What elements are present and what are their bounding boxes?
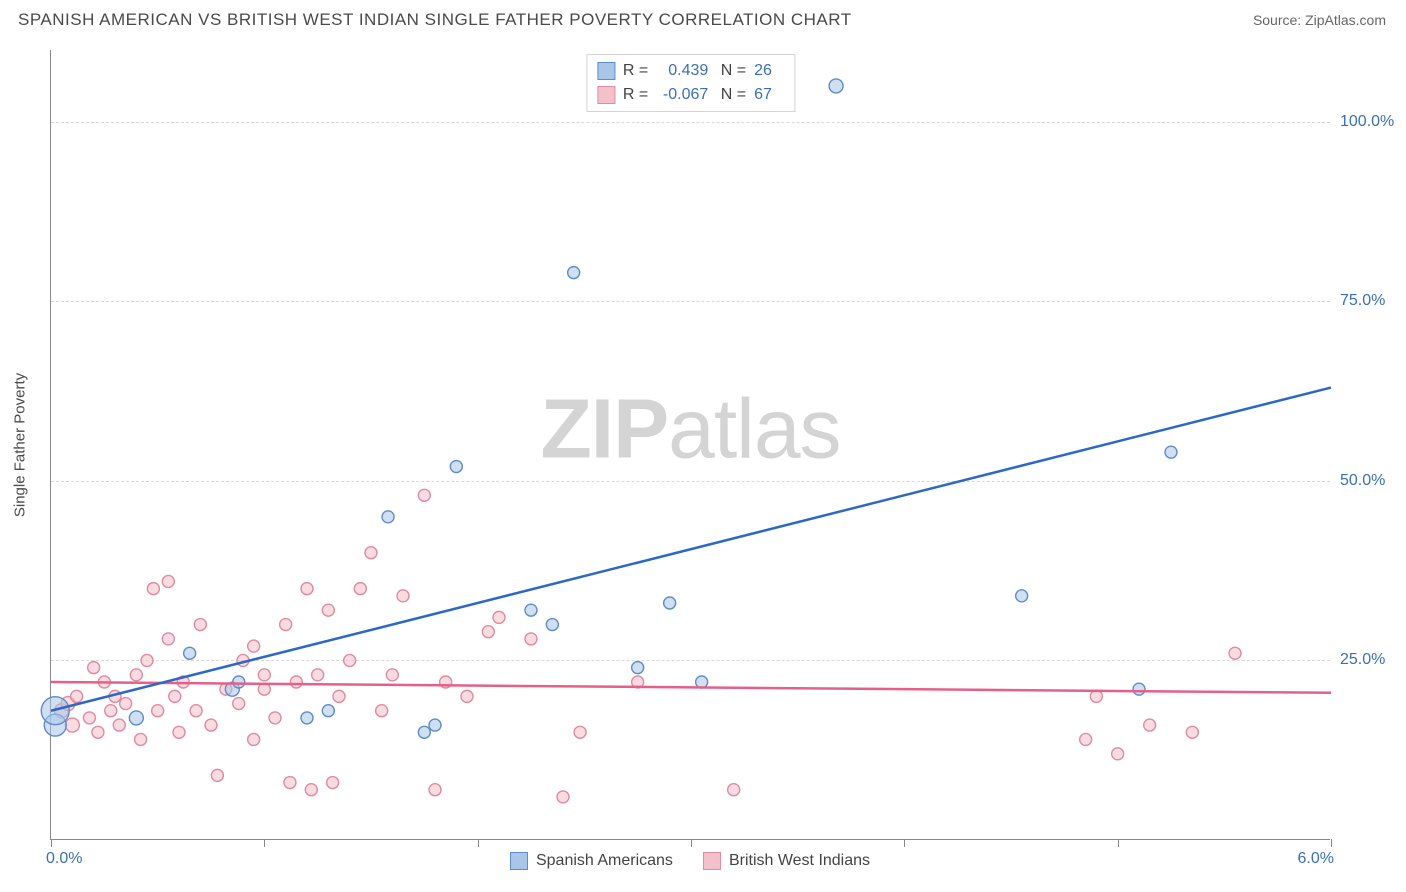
plot-area: ZIPatlas R = 0.439 N = 26 R = -0.067 N =…: [50, 50, 1330, 840]
stat-r-label: R =: [623, 83, 648, 107]
x-tick: [691, 839, 692, 847]
regression-line: [51, 388, 1331, 711]
y-tick-label: 75.0%: [1340, 292, 1405, 310]
swatch-a-icon: [510, 852, 528, 870]
legend-item-b: British West Indians: [703, 852, 870, 870]
chart-container: Single Father Poverty ZIPatlas R = 0.439…: [50, 50, 1330, 840]
swatch-b-icon: [703, 852, 721, 870]
legend-item-a: Spanish Americans: [510, 852, 673, 870]
x-tick: [51, 839, 52, 847]
stat-r-b: -0.067: [656, 83, 708, 107]
x-tick: [478, 839, 479, 847]
x-tick: [1118, 839, 1119, 847]
y-tick-label: 50.0%: [1340, 472, 1405, 490]
swatch-a-icon: [597, 62, 615, 80]
chart-source: Source: ZipAtlas.com: [1253, 12, 1386, 28]
stats-row-b: R = -0.067 N = 67: [597, 83, 780, 107]
stat-r-a: 0.439: [656, 59, 708, 83]
chart-title: SPANISH AMERICAN VS BRITISH WEST INDIAN …: [18, 10, 852, 30]
legend-a-label: Spanish Americans: [536, 852, 673, 870]
x-tick: [904, 839, 905, 847]
stat-r-label: R =: [623, 59, 648, 83]
stat-n-a: 26: [754, 59, 780, 83]
series-legend: Spanish Americans British West Indians: [510, 852, 870, 870]
regression-lines: [51, 50, 1331, 840]
stat-n-b: 67: [754, 83, 780, 107]
x-tick: [264, 839, 265, 847]
stats-row-a: R = 0.439 N = 26: [597, 59, 780, 83]
y-tick-label: 100.0%: [1340, 113, 1405, 131]
chart-header: SPANISH AMERICAN VS BRITISH WEST INDIAN …: [0, 0, 1406, 36]
y-tick-label: 25.0%: [1340, 651, 1405, 669]
legend-b-label: British West Indians: [729, 852, 870, 870]
x-tick: [1331, 839, 1332, 847]
stats-legend: R = 0.439 N = 26 R = -0.067 N = 67: [586, 54, 795, 112]
regression-line: [51, 682, 1331, 693]
x-axis-max: 6.0%: [1298, 850, 1334, 868]
stat-n-label: N =: [716, 83, 746, 107]
x-axis-min: 0.0%: [46, 850, 82, 868]
stat-n-label: N =: [716, 59, 746, 83]
swatch-b-icon: [597, 86, 615, 104]
y-axis-label: Single Father Poverty: [12, 373, 29, 517]
